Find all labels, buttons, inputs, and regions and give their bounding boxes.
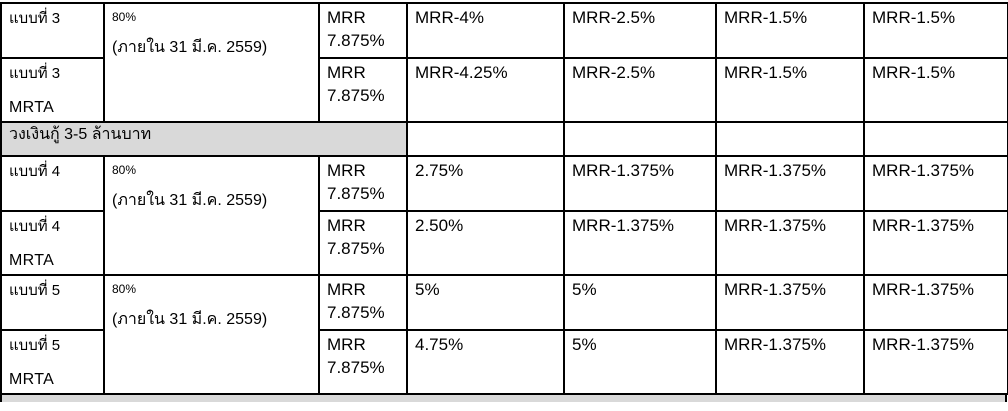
- table-row: แบบที่ 4 MRTA MRR 7.875% 2.50% MRR-1.375…: [0, 210, 1008, 276]
- plan-cell: แบบที่ 4: [0, 155, 105, 212]
- ltv-note: (ภายใน 31 มี.ค. 2559): [112, 39, 268, 56]
- rate-cell: MRR-1.375%: [715, 274, 865, 331]
- rate-cell: 4.75%: [406, 329, 565, 395]
- plan-cell: แบบที่ 5: [0, 274, 105, 331]
- mrr-base-cell: MRR 7.875%: [318, 210, 408, 276]
- plan-name: แบบที่ 5: [9, 282, 61, 299]
- rate-cell: MRR-4%: [406, 2, 565, 59]
- rate-cell: MRR-2.5%: [563, 2, 717, 59]
- section-header-cell: วงเงินกู้ 3-5 ล้านบาท: [0, 121, 408, 157]
- rate-cell: MRR-1.5%: [715, 57, 865, 123]
- ltv-percent: 80%: [112, 10, 137, 24]
- empty-cell: [563, 121, 717, 157]
- rate-cell: 5%: [563, 329, 717, 395]
- rate-cell: MRR-1.375%: [715, 329, 865, 395]
- loan-rate-table: แบบที่ 3 80% (ภายใน 31 มี.ค. 2559) MRR 7…: [0, 2, 1008, 395]
- table-row: แบบที่ 3 MRTA MRR 7.875% MRR-4.25% MRR-2…: [0, 57, 1008, 123]
- table-row: แบบที่ 5 80% (ภายใน 31 มี.ค. 2559) MRR 7…: [0, 274, 1008, 395]
- mrr-base-cell: MRR 7.875%: [318, 274, 408, 331]
- ltv-percent: 80%: [112, 282, 137, 296]
- rate-cell: MRR-1.375%: [863, 210, 1008, 276]
- plan-cell: แบบที่ 5 MRTA: [0, 329, 105, 395]
- plan-name: แบบที่ 5: [9, 337, 61, 354]
- rate-cell: MRR-1.375%: [563, 155, 717, 212]
- rate-cell: MRR-1.375%: [715, 155, 865, 212]
- rate-cell: MRR-2.5%: [563, 57, 717, 123]
- plan-mrta-label: MRTA: [9, 371, 55, 388]
- ltv-cell: 80% (ภายใน 31 มี.ค. 2559): [103, 274, 320, 395]
- plan-name: แบบที่ 4: [9, 218, 61, 235]
- next-section-cutoff-strip: [0, 395, 1007, 402]
- rate-cell: MRR-4.25%: [406, 57, 565, 123]
- rate-cell: MRR-1.375%: [715, 210, 865, 276]
- mrr-base-cell: MRR 7.875%: [318, 155, 408, 212]
- rate-cell: MRR-1.5%: [715, 2, 865, 59]
- rate-cell: MRR-1.5%: [863, 57, 1008, 123]
- rate-cell: MRR-1.375%: [863, 329, 1008, 395]
- rate-cell: 2.50%: [406, 210, 565, 276]
- empty-cell: [863, 121, 1008, 157]
- ltv-note: (ภายใน 31 มี.ค. 2559): [112, 192, 268, 209]
- mrr-base-cell: MRR 7.875%: [318, 329, 408, 395]
- mrr-base-cell: MRR 7.875%: [318, 2, 408, 59]
- empty-cell: [406, 121, 565, 157]
- table-row: แบบที่ 5 MRTA MRR 7.875% 4.75% 5% MRR-1.…: [0, 329, 1008, 395]
- rate-cell: 5%: [406, 274, 565, 331]
- section-header-row: วงเงินกู้ 3-5 ล้านบาท: [0, 121, 1008, 157]
- plan-cell: แบบที่ 4 MRTA: [0, 210, 105, 276]
- table-row: แบบที่ 4 80% (ภายใน 31 มี.ค. 2559) MRR 7…: [0, 155, 1008, 276]
- table-row: แบบที่ 3 80% (ภายใน 31 มี.ค. 2559) MRR 7…: [0, 2, 1008, 123]
- rate-cell: 2.75%: [406, 155, 565, 212]
- rate-cell: MRR-1.5%: [863, 2, 1008, 59]
- plan-name: แบบที่ 4: [9, 163, 61, 180]
- plan-cell: แบบที่ 3 MRTA: [0, 57, 105, 123]
- ltv-cell: 80% (ภายใน 31 มี.ค. 2559): [103, 2, 320, 123]
- mrr-base-cell: MRR 7.875%: [318, 57, 408, 123]
- ltv-cell: 80% (ภายใน 31 มี.ค. 2559): [103, 155, 320, 276]
- plan-mrta-label: MRTA: [9, 252, 55, 269]
- empty-cell: [715, 121, 865, 157]
- rate-cell: MRR-1.375%: [563, 210, 717, 276]
- plan-name: แบบที่ 3: [9, 65, 61, 82]
- plan-mrta-label: MRTA: [9, 99, 55, 116]
- ltv-note: (ภายใน 31 มี.ค. 2559): [112, 311, 268, 328]
- plan-cell: แบบที่ 3: [0, 2, 105, 59]
- ltv-percent: 80%: [112, 163, 137, 177]
- rate-cell: 5%: [563, 274, 717, 331]
- plan-name: แบบที่ 3: [9, 10, 61, 27]
- rate-cell: MRR-1.375%: [863, 155, 1008, 212]
- rate-cell: MRR-1.375%: [863, 274, 1008, 331]
